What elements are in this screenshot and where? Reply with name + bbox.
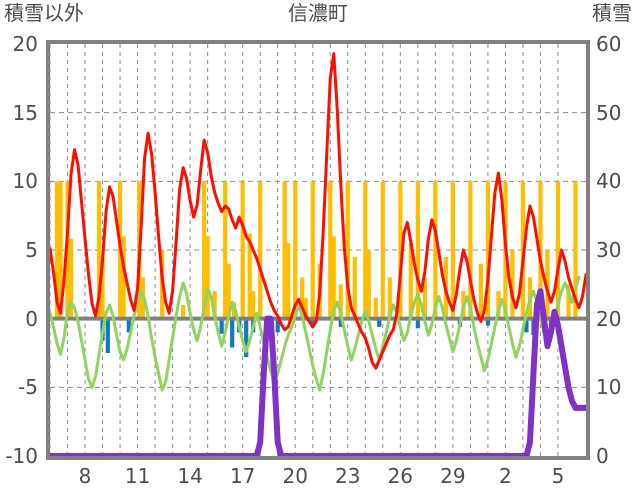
y-axis-right-tick: 50 xyxy=(596,100,622,125)
y-axis-right-tick: 30 xyxy=(596,238,622,262)
purple-snow-line xyxy=(50,288,586,456)
x-axis-tick: 5 xyxy=(551,464,565,488)
plot-frame xyxy=(46,40,590,460)
y-axis-right-tick: 40 xyxy=(596,169,622,194)
y-axis-left-tick: 20 xyxy=(12,32,38,56)
right-axis-unit-label: 積雪 xyxy=(592,1,632,25)
y-axis-left-tick: -5 xyxy=(18,375,38,400)
x-axis-tick: 20 xyxy=(282,464,308,488)
y-axis-left-tick: 15 xyxy=(12,100,38,125)
x-axis-tick: 26 xyxy=(387,464,414,488)
y-axis-left-tick: 0 xyxy=(25,306,38,331)
page-title: 信濃町 xyxy=(288,1,348,25)
chart-svg xyxy=(50,44,586,456)
y-axis-left-tick: -10 xyxy=(5,444,38,468)
y-axis-right-tick: 10 xyxy=(596,375,622,400)
x-axis-tick: 17 xyxy=(229,464,256,488)
green-line xyxy=(50,275,581,392)
red-line xyxy=(50,52,586,370)
orange-precip-bars xyxy=(54,181,578,319)
x-axis-tick: 11 xyxy=(124,464,151,488)
plot-area xyxy=(46,40,590,460)
left-axis-unit-label: 積雪以外 xyxy=(4,1,84,25)
y-axis-right-tick: 0 xyxy=(596,444,609,468)
x-axis-tick: 23 xyxy=(335,464,361,488)
x-axis-tick: 14 xyxy=(177,464,203,488)
plot-canvas xyxy=(50,44,586,456)
y-axis-right-tick: 20 xyxy=(596,306,622,331)
x-axis-tick: 2 xyxy=(499,464,512,488)
x-axis-tick: 8 xyxy=(78,464,92,488)
y-axis-left-tick: 5 xyxy=(25,238,38,262)
x-axis-tick: 29 xyxy=(440,464,466,488)
y-axis-left-tick: 10 xyxy=(12,169,38,194)
y-axis-right-tick: 60 xyxy=(596,32,622,56)
